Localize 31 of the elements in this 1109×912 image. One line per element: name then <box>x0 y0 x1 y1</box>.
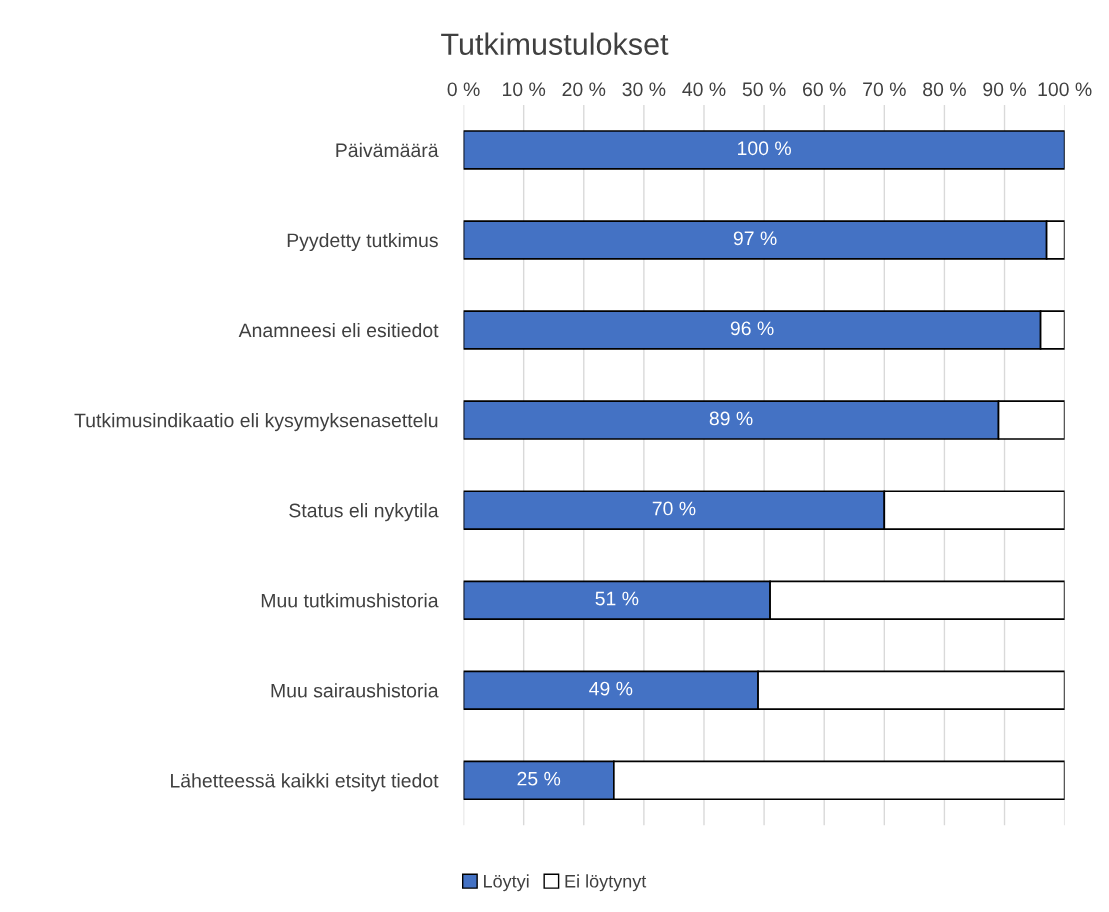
x-tick-label: 20 % <box>562 82 606 97</box>
x-tick-label: 70 % <box>863 82 906 97</box>
x-tick-label: 100 % <box>1038 82 1092 97</box>
data-label: 51 % <box>595 591 639 606</box>
y-tick-label: Anamneesi eli esitiedot <box>238 322 439 338</box>
bar <box>463 130 1065 170</box>
x-tick-label: 10 % <box>502 82 546 97</box>
x-tick-label: 50 % <box>742 82 786 97</box>
y-tick-label: Tutkimusindikaatio eli kysymyksenasettelu <box>74 413 438 432</box>
y-tick-label: Päivämäärä <box>336 142 439 158</box>
data-label: 100 % <box>738 141 791 156</box>
y-tick-label: Muu tutkimushistoria <box>261 593 439 608</box>
x-tick-label: 90 % <box>983 82 1026 97</box>
x-tick-label: 40 % <box>682 82 726 97</box>
x-tick-label: 30 % <box>622 82 666 97</box>
legend-label: Ei löytynyt <box>565 874 647 892</box>
x-tick-label: 0 % <box>447 82 480 97</box>
legend-label: Löytyi <box>484 874 529 892</box>
x-tick-label: 60 % <box>803 82 846 97</box>
y-tick-label: Lähetteessä kaikki etsityt tiedot <box>171 773 439 792</box>
chart-title: Tutkimustulokset <box>441 32 669 56</box>
y-tick-label: Pyydetty tutkimus <box>287 232 438 252</box>
data-label: 49 % <box>589 681 633 696</box>
x-tick-label: 80 % <box>923 82 966 97</box>
y-tick-label: Muu sairaushistoria <box>271 683 439 698</box>
data-label: 96 % <box>730 321 774 336</box>
data-label: 97 % <box>733 231 777 246</box>
data-label: 70 % <box>652 501 696 516</box>
data-label: 25 % <box>517 771 561 786</box>
y-tick-label: Status eli nykytila <box>289 503 439 522</box>
data-label: 89 % <box>709 411 753 426</box>
